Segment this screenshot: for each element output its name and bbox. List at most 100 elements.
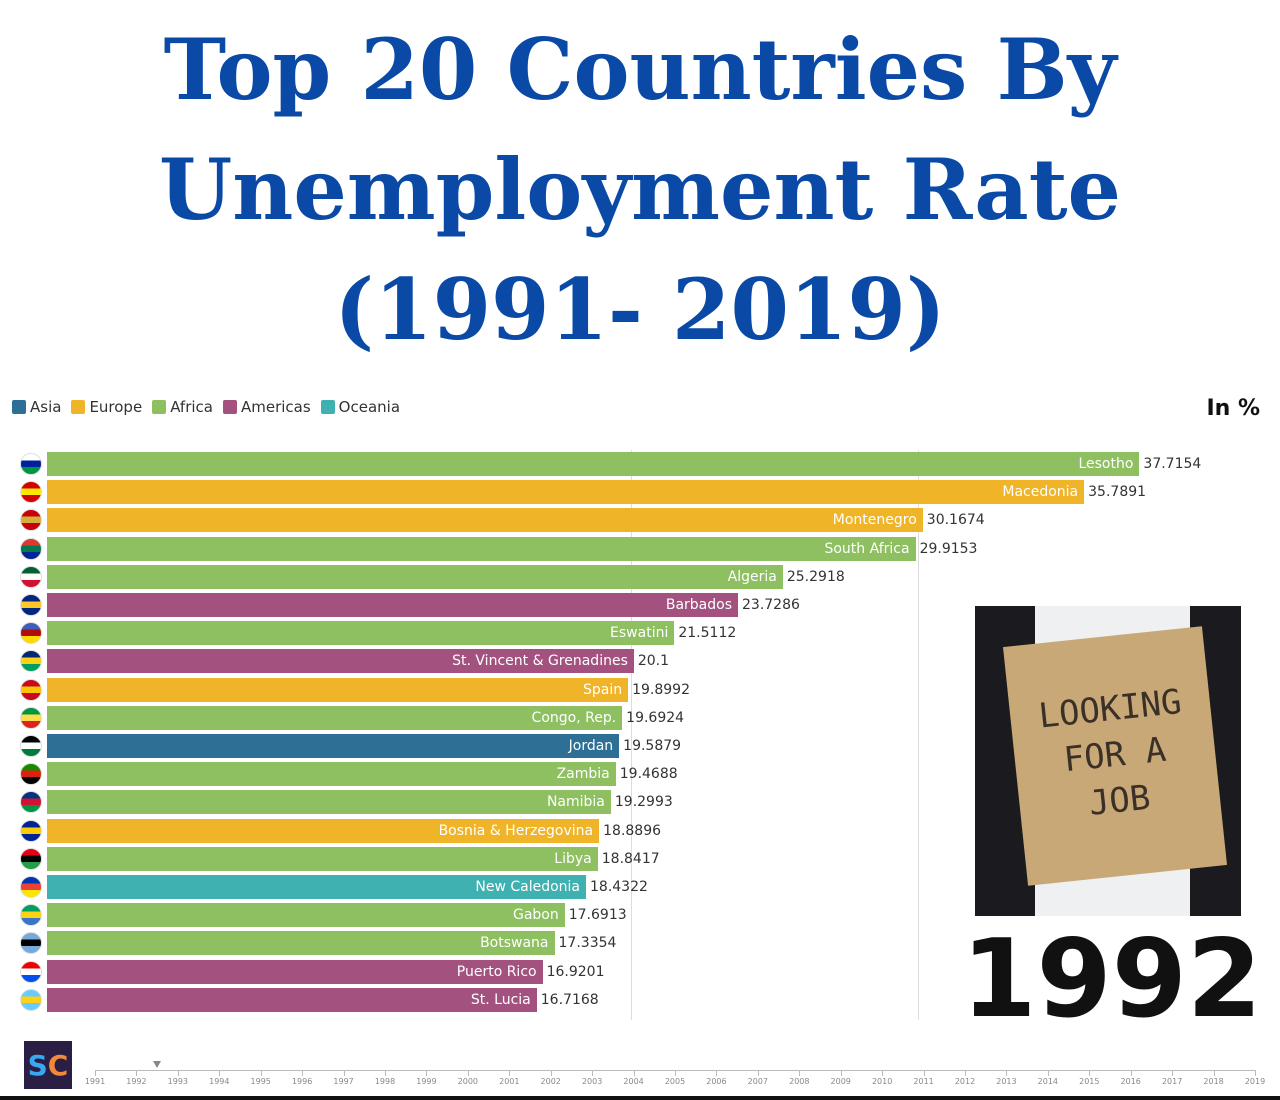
bar-label: Zambia [556,766,610,783]
flag-icon [20,650,42,673]
logo-c: C [47,1048,69,1082]
legend-label: Asia [30,398,62,416]
bar-value: 19.8992 [632,681,690,698]
video-title: Top 20 Countries By Unemployment Rate (1… [0,0,1280,380]
timeline-year-label[interactable]: 2003 [581,1077,603,1086]
timeline-year-label[interactable]: 2014 [1037,1077,1059,1086]
bar-value: 37.7154 [1143,456,1202,472]
timeline-year-label[interactable]: 2016 [1120,1077,1141,1086]
bar-label: South Africa [824,540,910,557]
timeline-tick [1089,1070,1091,1076]
flag-icon [20,706,42,729]
bar-value: 19.6924 [626,709,685,726]
bar-label: Puerto Rico [456,963,537,980]
timeline-tick [716,1070,718,1076]
timeline-year-label[interactable]: 2011 [913,1077,934,1086]
timeline-year-label[interactable]: 2013 [996,1077,1017,1086]
legend-item-europe[interactable]: Europe [71,398,142,416]
sign-line: FOR A [1061,729,1168,781]
legend-item-africa[interactable]: Africa [152,398,213,416]
flag-icon [20,876,42,898]
legend-item-oceania[interactable]: Oceania [320,398,400,416]
flag-icon [20,678,42,701]
timeline-tick [1047,1070,1049,1076]
legend-label: Africa [170,398,213,416]
flag-icon [20,763,42,786]
flag-icon [20,819,42,842]
bar-label: Congo, Rep. [531,709,617,726]
timeline-year-label[interactable]: 2018 [1203,1077,1224,1086]
timeline-year-label[interactable]: 1997 [333,1077,354,1086]
bar-st-vincent-grenadines [47,649,634,674]
bar-value: 20.1 [637,653,670,670]
gridline-30 [918,450,919,1020]
legend-item-americas[interactable]: Americas [222,398,311,416]
timeline-year-label[interactable]: 2010 [871,1077,893,1086]
timeline-year-label[interactable]: 2001 [499,1077,520,1086]
timeline-tick [675,1070,676,1076]
flag-icon [20,453,42,475]
bar-label: Gabon [512,907,559,924]
job-seeker-photo: LOOKING FOR A JOB [975,606,1241,916]
timeline-tick [467,1070,469,1076]
bar-lesotho [47,452,1140,476]
bar-label: Namibia [546,794,605,811]
timeline-year-label[interactable]: 1995 [250,1077,271,1086]
timeline-tick [260,1070,262,1076]
bar-label: Algeria [727,568,777,585]
legend-swatch [71,400,86,414]
timeline-tick [95,1070,96,1076]
legend: Asia Europe Africa Americas Oceania [12,398,400,416]
timeline-year-label[interactable]: 2006 [706,1077,727,1086]
timeline-year-label[interactable]: 2004 [623,1077,644,1086]
legend-item-asia[interactable]: Asia [12,398,61,416]
timeline-year-label[interactable]: 2008 [789,1077,810,1086]
bar-label: Libya [554,850,592,867]
timeline-year-label[interactable]: 1992 [126,1077,147,1086]
timeline-year-label[interactable]: 1993 [167,1077,189,1086]
bar-label: New Caledonia [475,879,580,895]
flag-icon [20,932,42,955]
timeline-year-label[interactable]: 2002 [540,1077,561,1086]
cardboard-sign: LOOKING FOR A JOB [1003,626,1227,886]
bar-value: 19.2993 [614,794,673,811]
timeline-tick [633,1070,635,1076]
timeline-tick [592,1070,594,1076]
flag-icon [20,904,42,927]
timeline-year-label[interactable]: 2007 [747,1077,769,1086]
timeline-tick [509,1070,511,1076]
bar-value: 17.6913 [568,907,627,924]
timeline-year-label[interactable]: 1991 [84,1077,106,1086]
timeline-year-label[interactable]: 2005 [664,1077,686,1086]
timeline-year-label[interactable]: 2012 [954,1077,976,1086]
flag-icon [20,847,42,870]
timeline-marker[interactable] [153,1061,162,1068]
bar-value: 18.8896 [603,822,662,839]
bar-barbados [47,593,738,617]
bar-value: 16.7168 [540,991,599,1008]
flag-icon [20,735,42,757]
timeline-tick [177,1070,179,1076]
timeline-tick [882,1070,884,1076]
bar-value: 29.9153 [919,540,978,557]
timeline-tick [136,1070,138,1076]
timeline-year-label[interactable]: 1996 [291,1077,313,1086]
timeline-year-label[interactable]: 2019 [1244,1077,1266,1086]
legend-label: Americas [240,398,311,416]
bar-value: 19.4688 [619,766,678,783]
timeline-tick [219,1070,221,1076]
timeline-year-label[interactable]: 1999 [416,1077,437,1086]
sign-line: JOB [1087,777,1153,824]
bar-label: St. Vincent & Grenadines [452,653,628,670]
bar-label: Eswatini [610,625,669,642]
timeline-year-label[interactable]: 1994 [209,1077,230,1086]
timeline-year-label[interactable]: 1998 [374,1077,396,1086]
timeline-year-label[interactable]: 2017 [1161,1077,1183,1086]
flag-icon [20,565,42,588]
timeline-year-label[interactable]: 2015 [1079,1077,1100,1086]
timeline-year-label[interactable]: 2000 [457,1077,479,1086]
chart-stage: Asia Europe Africa Americas Oceania In % Les… [0,380,1280,1100]
timeline-year-label[interactable]: 2009 [830,1077,851,1086]
bar-value: 19.5879 [623,738,682,754]
title-line-3: (1991- 2019) [334,260,946,359]
